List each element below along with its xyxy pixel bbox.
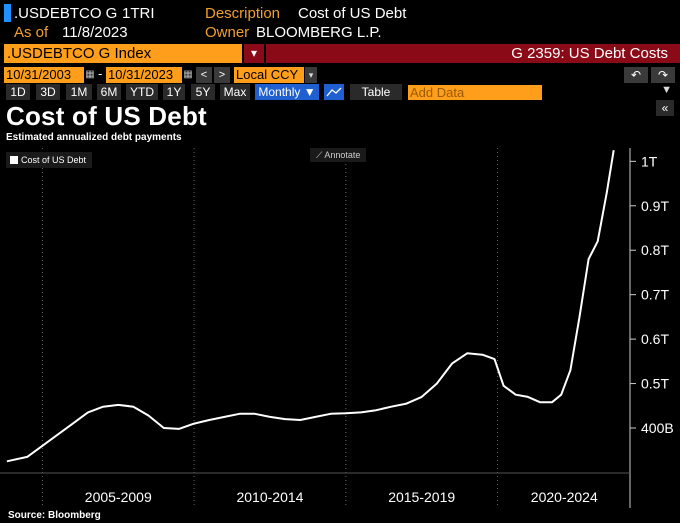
add-data-input[interactable]: Add Data xyxy=(408,85,542,100)
function-title: G 2359: US Debt Costs xyxy=(511,45,668,62)
y-tick-label: 0.5T xyxy=(641,376,669,392)
ticker-code: .USDEBTCO G xyxy=(14,5,118,22)
redo-button[interactable]: ↷ xyxy=(651,67,675,83)
x-tick-label: 2020-2024 xyxy=(531,489,598,505)
asof-value: 11/8/2023 xyxy=(62,24,128,41)
ticker-input[interactable]: .USDEBTCO G Index xyxy=(4,44,242,63)
tri-label: 1TRI xyxy=(122,5,155,22)
y-tick-label: 0.7T xyxy=(641,287,669,303)
next-period-button[interactable]: > xyxy=(214,67,230,83)
range-3d[interactable]: 3D xyxy=(36,84,60,100)
ticker-dropdown-icon[interactable]: ▾ xyxy=(244,44,264,63)
range-1y[interactable]: 1Y xyxy=(163,84,185,100)
annotate-button[interactable]: ⟋ Annotate xyxy=(310,148,367,162)
line-chart-icon[interactable] xyxy=(324,84,344,100)
command-row: .USDEBTCO G Index ▾ G 2359: US Debt Cost… xyxy=(0,44,680,64)
date-separator: - xyxy=(98,66,103,81)
table-button[interactable]: Table xyxy=(350,84,402,100)
range-row: 1D 3D 1M 6M YTD 1Y 5Y Max Monthly ▼ Tabl… xyxy=(0,84,680,100)
chart-legend[interactable]: Cost of US Debt xyxy=(6,152,93,168)
x-tick-label: 2010-2014 xyxy=(236,489,303,505)
currency-select[interactable]: Local CCY xyxy=(234,67,304,83)
menu-dropdown-icon[interactable]: ▼ xyxy=(661,84,672,96)
ticker-marker-icon xyxy=(4,4,11,22)
legend-label: Cost of US Debt xyxy=(21,155,87,165)
chart-source: Source: Bloomberg xyxy=(8,510,101,521)
chart-subtitle: Estimated annualized debt payments xyxy=(6,132,182,143)
range-max[interactable]: Max xyxy=(220,84,250,100)
y-tick-label: 0.9T xyxy=(641,198,669,214)
annotate-label: Annotate xyxy=(324,150,361,160)
currency-dropdown-icon[interactable]: ▾ xyxy=(305,67,317,83)
y-tick-label: 0.8T xyxy=(641,242,669,258)
calendar-icon[interactable]: ▦ xyxy=(85,69,95,80)
y-tick-label: 400B xyxy=(641,420,674,436)
pencil-icon: ⟋ xyxy=(316,150,325,160)
owner-value: BLOOMBERG L.P. xyxy=(256,24,382,41)
y-tick-label: 1T xyxy=(641,153,658,169)
date-row: 10/31/2003 ▦ - 10/31/2023 ▦ < > Local CC… xyxy=(0,66,680,84)
prev-period-button[interactable]: < xyxy=(196,67,212,83)
frequency-select[interactable]: Monthly ▼ xyxy=(255,84,319,100)
range-ytd[interactable]: YTD xyxy=(126,84,158,100)
description-value: Cost of US Debt xyxy=(298,5,407,22)
owner-label: Owner xyxy=(205,24,250,41)
description-label: Description xyxy=(205,5,281,22)
end-date-input[interactable]: 10/31/2023 xyxy=(106,67,182,83)
x-tick-label: 2015-2019 xyxy=(388,489,455,505)
calendar-icon[interactable]: ▦ xyxy=(183,69,193,80)
range-1m[interactable]: 1M xyxy=(66,84,92,100)
legend-swatch xyxy=(10,156,18,164)
range-6m[interactable]: 6M xyxy=(97,84,121,100)
header: .USDEBTCO G 1TRI Description Cost of US … xyxy=(0,0,680,44)
x-tick-label: 2005-2009 xyxy=(85,489,152,505)
range-1d[interactable]: 1D xyxy=(6,84,30,100)
start-date-input[interactable]: 10/31/2003 xyxy=(4,67,84,83)
function-bar: G 2359: US Debt Costs xyxy=(266,44,680,63)
line-chart: 400B 0.5T 0.6T 0.7T 0.8T 0.9T 1T 2005-2009 2010… xyxy=(0,148,674,508)
range-5y[interactable]: 5Y xyxy=(191,84,215,100)
undo-button[interactable]: ↶ xyxy=(624,67,648,83)
series-line-cost-of-us-debt xyxy=(6,150,615,463)
chart-title: Cost of US Debt xyxy=(6,101,207,131)
collapse-panel-button[interactable]: « xyxy=(656,100,674,116)
y-tick-label: 0.6T xyxy=(641,331,669,347)
asof-label: As of xyxy=(14,24,49,41)
